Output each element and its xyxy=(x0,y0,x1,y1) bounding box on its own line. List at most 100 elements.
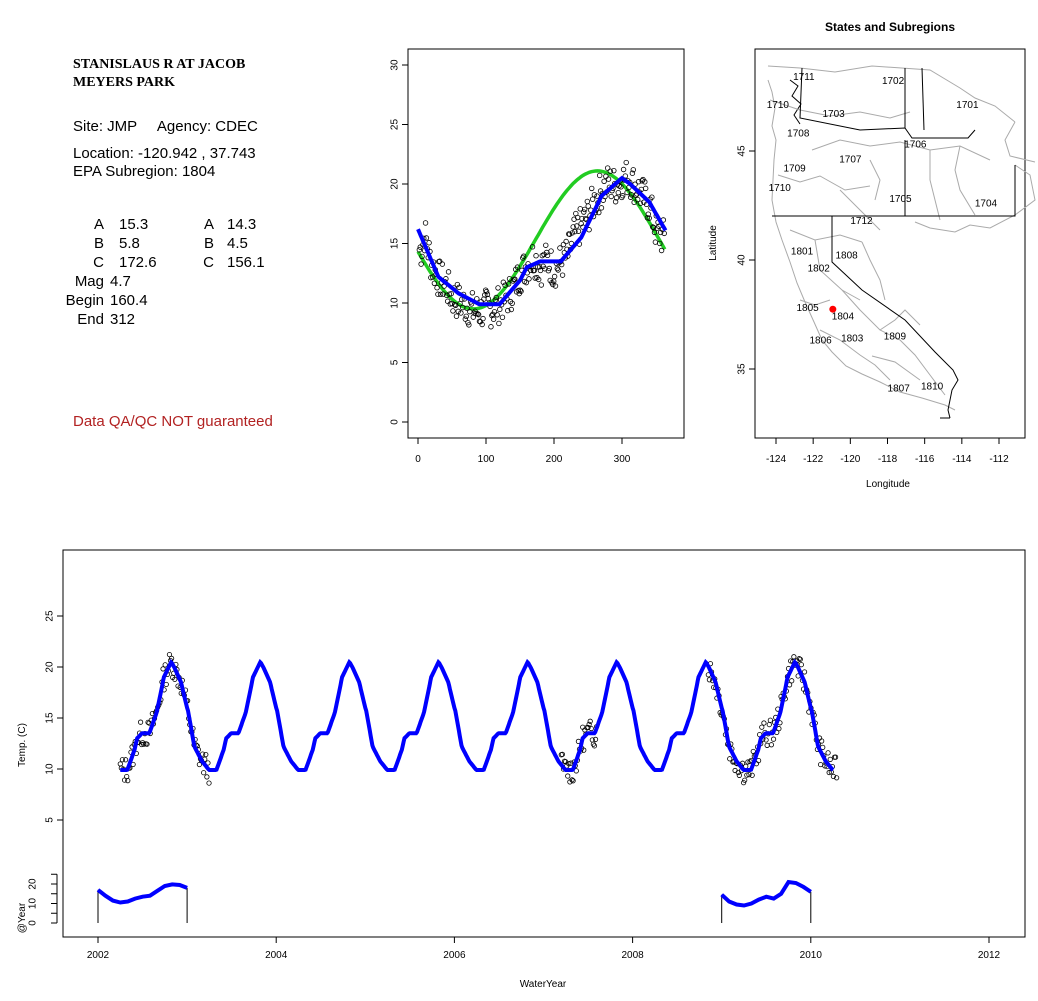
param-value: 4.5 xyxy=(227,235,248,252)
y-tick-label: 25 xyxy=(45,610,56,622)
y-tick-label: 40 xyxy=(737,254,748,266)
x-tick-label: 200 xyxy=(546,454,563,465)
x-tick-label: -114 xyxy=(952,454,972,465)
data-point xyxy=(520,253,527,259)
data-point xyxy=(484,291,491,297)
data-point xyxy=(485,296,492,302)
data-point xyxy=(585,203,591,209)
observed-point xyxy=(588,725,594,732)
subregion-line: EPA Subregion: 1804 xyxy=(73,163,216,180)
observed-point xyxy=(761,720,767,726)
subregion-boundary xyxy=(799,299,831,306)
param-label: A xyxy=(203,216,214,233)
x-tick-label: -112 xyxy=(989,454,1009,465)
observed-point xyxy=(741,780,747,786)
subregion-boundary xyxy=(1004,121,1036,163)
subregion-label: 1709 xyxy=(783,163,806,174)
data-point xyxy=(434,285,440,291)
data-point xyxy=(646,215,652,221)
data-point xyxy=(426,240,432,246)
x-tick-label: 300 xyxy=(614,454,631,465)
data-point xyxy=(470,314,476,320)
site-agency-line: Site: JMP Agency: CDEC xyxy=(73,118,258,135)
data-point xyxy=(528,267,534,274)
y-tick-label: 5 xyxy=(390,359,401,365)
data-point xyxy=(559,272,566,278)
y-tick-label: 15 xyxy=(45,712,56,724)
data-point xyxy=(464,305,470,312)
observed-point xyxy=(206,780,212,786)
subregion-label: 1810 xyxy=(921,381,944,392)
subregion-label: 1809 xyxy=(884,331,907,342)
observed-point xyxy=(819,738,825,744)
subregion-label: 1710 xyxy=(767,100,790,111)
data-point xyxy=(491,309,498,315)
observed-point xyxy=(587,718,593,724)
data-point xyxy=(548,248,554,254)
state-boundary xyxy=(921,67,925,131)
observed-point xyxy=(119,757,126,763)
data-point xyxy=(566,231,573,237)
sub-y-tick-label: 10 xyxy=(28,898,39,910)
data-point xyxy=(439,261,446,267)
data-point xyxy=(581,206,588,213)
data-point xyxy=(456,284,462,291)
subregion-label: 1710 xyxy=(769,183,792,194)
data-point xyxy=(596,209,602,216)
subregion-label: 1711 xyxy=(793,72,815,83)
data-point xyxy=(631,199,637,206)
x-tick-label: -116 xyxy=(915,454,935,465)
data-point xyxy=(557,245,563,251)
data-point xyxy=(654,225,660,231)
subregion-label: 1708 xyxy=(787,129,810,140)
observed-point xyxy=(141,741,147,747)
data-point xyxy=(523,279,530,286)
subregion-boundary xyxy=(814,239,861,301)
data-point xyxy=(603,173,609,180)
y-tick-label: 30 xyxy=(390,59,401,71)
data-point xyxy=(475,311,481,317)
plot-frame xyxy=(407,48,685,439)
observed-point xyxy=(830,773,837,780)
data-point xyxy=(601,178,607,185)
data-point xyxy=(582,216,589,222)
puget-sound xyxy=(789,79,802,125)
subregion-boundary xyxy=(839,189,881,231)
data-point xyxy=(581,209,587,215)
x-tick-label: 100 xyxy=(478,454,495,465)
data-point xyxy=(505,307,511,314)
data-point xyxy=(452,301,458,308)
data-point xyxy=(575,228,582,234)
subregion-boundary xyxy=(871,355,921,381)
param-label: B xyxy=(203,235,214,252)
data-point xyxy=(475,311,482,318)
data-point xyxy=(477,319,484,325)
data-point xyxy=(584,198,591,205)
year-curve xyxy=(720,879,812,908)
param-value: 156.1 xyxy=(227,254,265,271)
data-point xyxy=(552,283,559,289)
data-point xyxy=(422,220,429,226)
data-point xyxy=(436,258,443,264)
data-point xyxy=(550,281,556,288)
data-point xyxy=(495,285,501,291)
data-point xyxy=(488,324,494,330)
y-axis-label: Temp. (C) xyxy=(17,723,28,767)
x-tick-label: 2002 xyxy=(87,950,110,961)
observed-point xyxy=(801,669,808,675)
site-marker xyxy=(829,305,837,313)
data-point xyxy=(543,242,549,248)
observed-point xyxy=(201,770,207,776)
data-point xyxy=(620,166,627,173)
x-tick-label: 2008 xyxy=(621,950,644,961)
param-label: Begin xyxy=(65,292,104,309)
observed-point xyxy=(745,759,751,765)
param-value: 4.7 xyxy=(110,273,131,290)
subregion-boundary xyxy=(954,145,976,216)
sub-y-tick-label: 0 xyxy=(28,920,39,926)
data-point xyxy=(416,247,423,253)
data-point xyxy=(512,276,518,282)
data-point xyxy=(496,320,502,327)
site-title: STANISLAUS R AT JACOB MEYERS PARK xyxy=(73,57,246,90)
observed-point xyxy=(826,769,832,776)
